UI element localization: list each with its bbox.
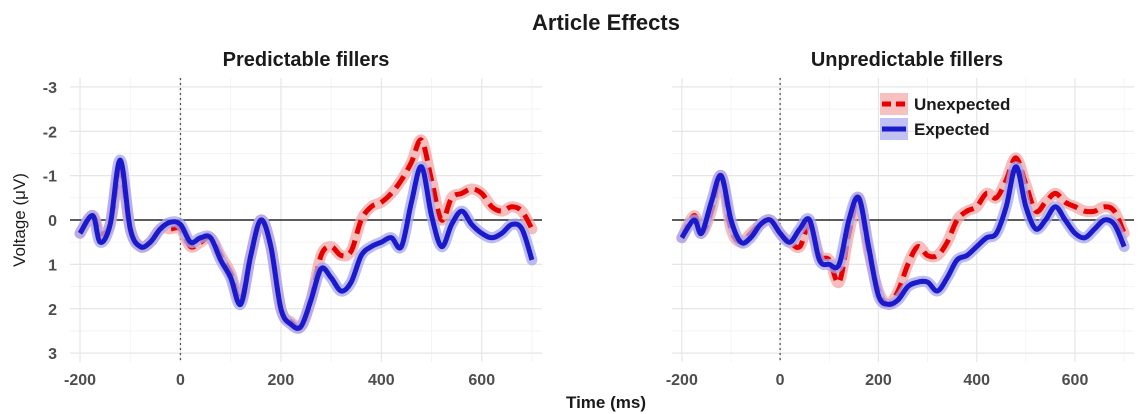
y-tick-label: 1 xyxy=(48,257,57,274)
panel-title: Unpredictable fillers xyxy=(811,49,1003,71)
x-tick-label: 200 xyxy=(268,372,295,389)
x-tick-label: 600 xyxy=(1062,372,1089,389)
y-tick-label: 2 xyxy=(48,302,57,319)
y-tick-label: 3 xyxy=(48,346,57,363)
tick-labels: -200 0 200 400 600 -3 -2 -1 0 1 2 3 xyxy=(43,80,495,389)
legend-swatch-unexpected-band xyxy=(880,93,908,115)
x-tick-label: 200 xyxy=(865,372,892,389)
x-tick-label: 600 xyxy=(468,372,495,389)
x-tick-label: 400 xyxy=(963,372,990,389)
panel-title: Predictable fillers xyxy=(223,49,390,71)
legend-label-expected: Expected xyxy=(914,120,990,139)
y-tick-label: 0 xyxy=(48,213,57,230)
chart-title: Article Effects xyxy=(532,10,680,35)
legend-label-unexpected: Unexpected xyxy=(914,95,1010,114)
y-tick-label: -1 xyxy=(43,169,57,186)
tick-labels: -200 0 200 400 600 xyxy=(666,372,1089,389)
series-line-expected xyxy=(679,164,1127,307)
panel-unpredictable-fillers: Unpredictable fillers -200 0 200 400 600 xyxy=(666,49,1134,389)
y-tick-label: -2 xyxy=(43,124,57,141)
x-tick-label: -200 xyxy=(666,372,698,389)
panel-predictable-fillers: Predictable fillers -200 0 200 400 600 -3 -2 -1… xyxy=(43,49,542,389)
series-group xyxy=(74,134,538,334)
x-tick-label: 400 xyxy=(368,372,395,389)
x-tick-label: 0 xyxy=(776,372,785,389)
reference-lines xyxy=(672,78,1134,362)
series-group xyxy=(676,152,1130,310)
x-axis-label: Time (ms) xyxy=(566,393,646,412)
y-axis-label: Voltage (μV) xyxy=(10,173,29,267)
x-tick-label: -200 xyxy=(64,372,96,389)
y-tick-label: -3 xyxy=(43,80,57,97)
series-line-expected xyxy=(77,157,535,331)
legend: Unexpected Expected xyxy=(880,93,1010,140)
series-band-unexpected xyxy=(676,152,1130,310)
series-band-expected xyxy=(676,161,1130,310)
x-tick-label: 0 xyxy=(176,372,185,389)
